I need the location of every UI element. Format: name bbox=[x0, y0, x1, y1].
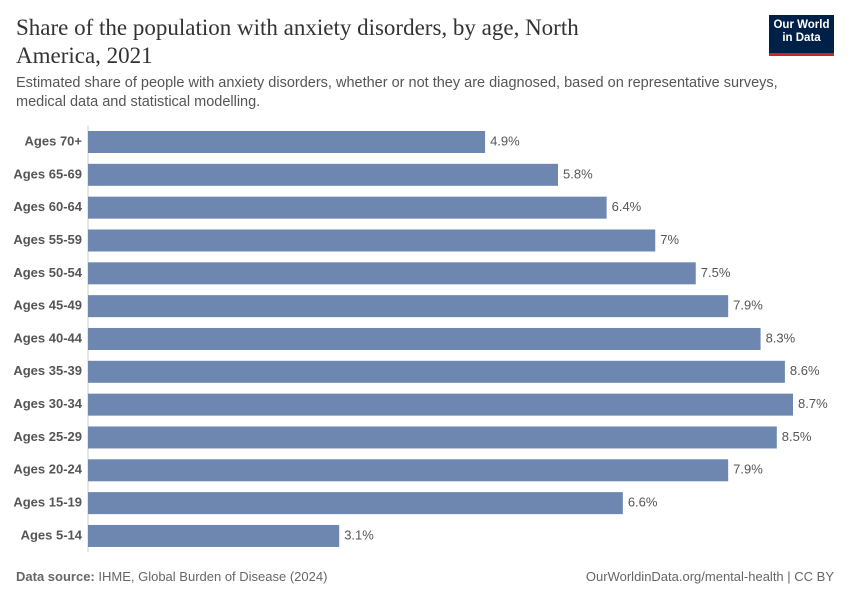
value-label: 8.3% bbox=[766, 330, 796, 345]
value-label: 8.7% bbox=[798, 396, 828, 411]
y-tick-label: Ages 25-29 bbox=[13, 429, 82, 444]
chart-subtitle: Estimated share of people with anxiety d… bbox=[16, 75, 778, 110]
value-label: 8.5% bbox=[782, 429, 812, 444]
source: IHME, Global Burden of Disease (2024) bbox=[98, 569, 328, 584]
bar bbox=[88, 360, 785, 383]
bar bbox=[88, 262, 696, 285]
bar bbox=[88, 492, 623, 515]
y-tick-label: Ages 40-44 bbox=[13, 330, 82, 345]
chart-title: Share of the population with anxiety dis… bbox=[16, 15, 579, 68]
bar bbox=[88, 295, 729, 318]
bar bbox=[88, 459, 729, 482]
y-tick-label: Ages 50-54 bbox=[13, 265, 82, 280]
y-tick-label: Ages 30-34 bbox=[13, 396, 82, 411]
value-label: 7% bbox=[660, 232, 679, 247]
bar bbox=[88, 393, 793, 416]
value-label: 7.9% bbox=[733, 462, 763, 477]
y-tick-label: Ages 20-24 bbox=[13, 462, 82, 477]
chart: Ages 70+ 4.9% Ages 65-69 5.8% Ages 60-64 6.4%… bbox=[13, 126, 828, 552]
logo[interactable]: Our World in Data bbox=[769, 15, 834, 56]
bar bbox=[88, 327, 761, 350]
value-label: 7.9% bbox=[733, 298, 763, 313]
credit[interactable]: OurWorldinData.org/mental-health | CC BY bbox=[585, 569, 834, 584]
source-label: Data source: bbox=[16, 569, 95, 584]
y-tick-label: Ages 65-69 bbox=[13, 166, 82, 181]
y-tick-label: Ages 60-64 bbox=[13, 199, 82, 214]
value-label: 7.5% bbox=[701, 265, 731, 280]
logo-text: Our World bbox=[773, 19, 830, 31]
y-tick-label: Ages 55-59 bbox=[13, 232, 82, 247]
bar bbox=[88, 196, 607, 219]
y-tick-label: Ages 15-19 bbox=[13, 495, 82, 510]
y-tick-label: Ages 45-49 bbox=[13, 298, 82, 313]
logo-text: in Data bbox=[782, 32, 821, 44]
bar bbox=[88, 229, 656, 252]
value-label: 3.1% bbox=[344, 527, 374, 542]
y-tick-label: Ages 70+ bbox=[25, 133, 83, 148]
value-label: 6.6% bbox=[628, 495, 658, 510]
value-label: 4.9% bbox=[490, 133, 520, 148]
footer-source: Data source: IHME, Global Burden of Dise… bbox=[16, 569, 327, 584]
y-tick-label: Ages 5-14 bbox=[21, 527, 83, 542]
bar bbox=[88, 131, 486, 153]
value-label: 5.8% bbox=[563, 166, 593, 181]
value-label: 8.6% bbox=[790, 363, 820, 378]
bar bbox=[88, 524, 340, 547]
bar bbox=[88, 163, 558, 186]
y-tick-label: Ages 35-39 bbox=[13, 363, 82, 378]
bar bbox=[88, 426, 777, 449]
value-label: 6.4% bbox=[612, 199, 642, 214]
